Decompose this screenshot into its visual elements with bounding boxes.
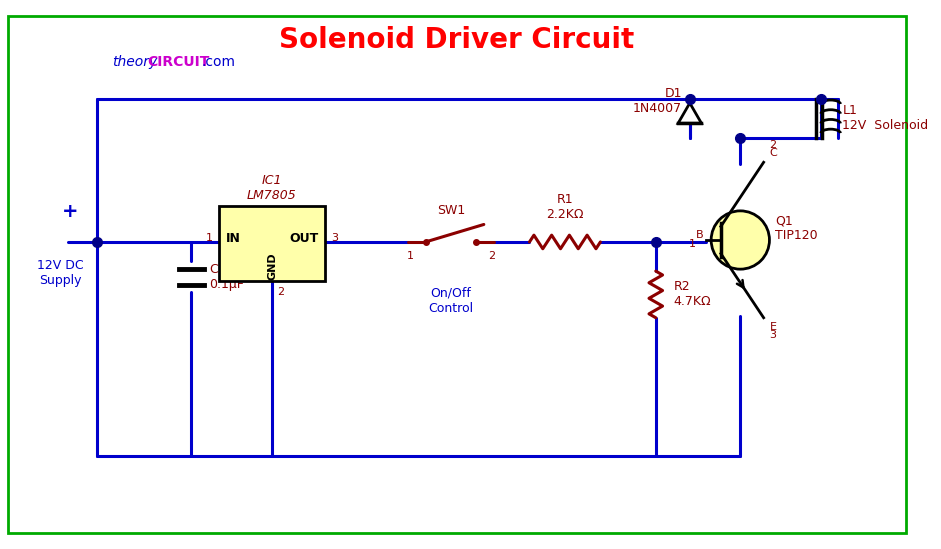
- Text: 1: 1: [407, 251, 413, 261]
- Text: 2: 2: [488, 251, 495, 261]
- Text: .com: .com: [201, 55, 235, 69]
- Text: OUT: OUT: [290, 232, 319, 244]
- Bar: [218, 206, 326, 281]
- Text: R2
4.7KΩ: R2 4.7KΩ: [673, 281, 710, 309]
- Text: 1: 1: [206, 233, 213, 243]
- Text: E: E: [770, 322, 776, 332]
- Text: 2: 2: [277, 287, 284, 296]
- Text: IC1
LM7805: IC1 LM7805: [247, 174, 297, 202]
- Text: 3: 3: [331, 233, 339, 243]
- Text: B: B: [695, 230, 703, 240]
- Text: theory: theory: [112, 55, 157, 69]
- Text: C1
0.1μF: C1 0.1μF: [209, 263, 244, 291]
- Text: D1
1N4007: D1 1N4007: [633, 87, 682, 115]
- Text: SW1: SW1: [437, 204, 465, 217]
- Text: R1
2.2KΩ: R1 2.2KΩ: [546, 193, 583, 221]
- Text: 1: 1: [689, 239, 695, 249]
- Text: 2: 2: [770, 139, 776, 150]
- Text: Q1
TIP120: Q1 TIP120: [775, 214, 818, 242]
- Text: GND: GND: [267, 253, 277, 280]
- Text: 12V DC
Supply: 12V DC Supply: [37, 260, 84, 288]
- Text: On/Off
Control: On/Off Control: [428, 287, 473, 315]
- Text: 3: 3: [770, 330, 776, 340]
- Text: L1
12V  Solenoid: L1 12V Solenoid: [842, 104, 929, 132]
- Text: IN: IN: [226, 232, 240, 244]
- Text: Solenoid Driver Circuit: Solenoid Driver Circuit: [279, 26, 634, 54]
- Text: C: C: [770, 148, 777, 159]
- Polygon shape: [678, 103, 701, 123]
- Circle shape: [711, 211, 770, 269]
- Text: CIRCUIT: CIRCUIT: [148, 55, 210, 69]
- Text: +: +: [62, 201, 78, 221]
